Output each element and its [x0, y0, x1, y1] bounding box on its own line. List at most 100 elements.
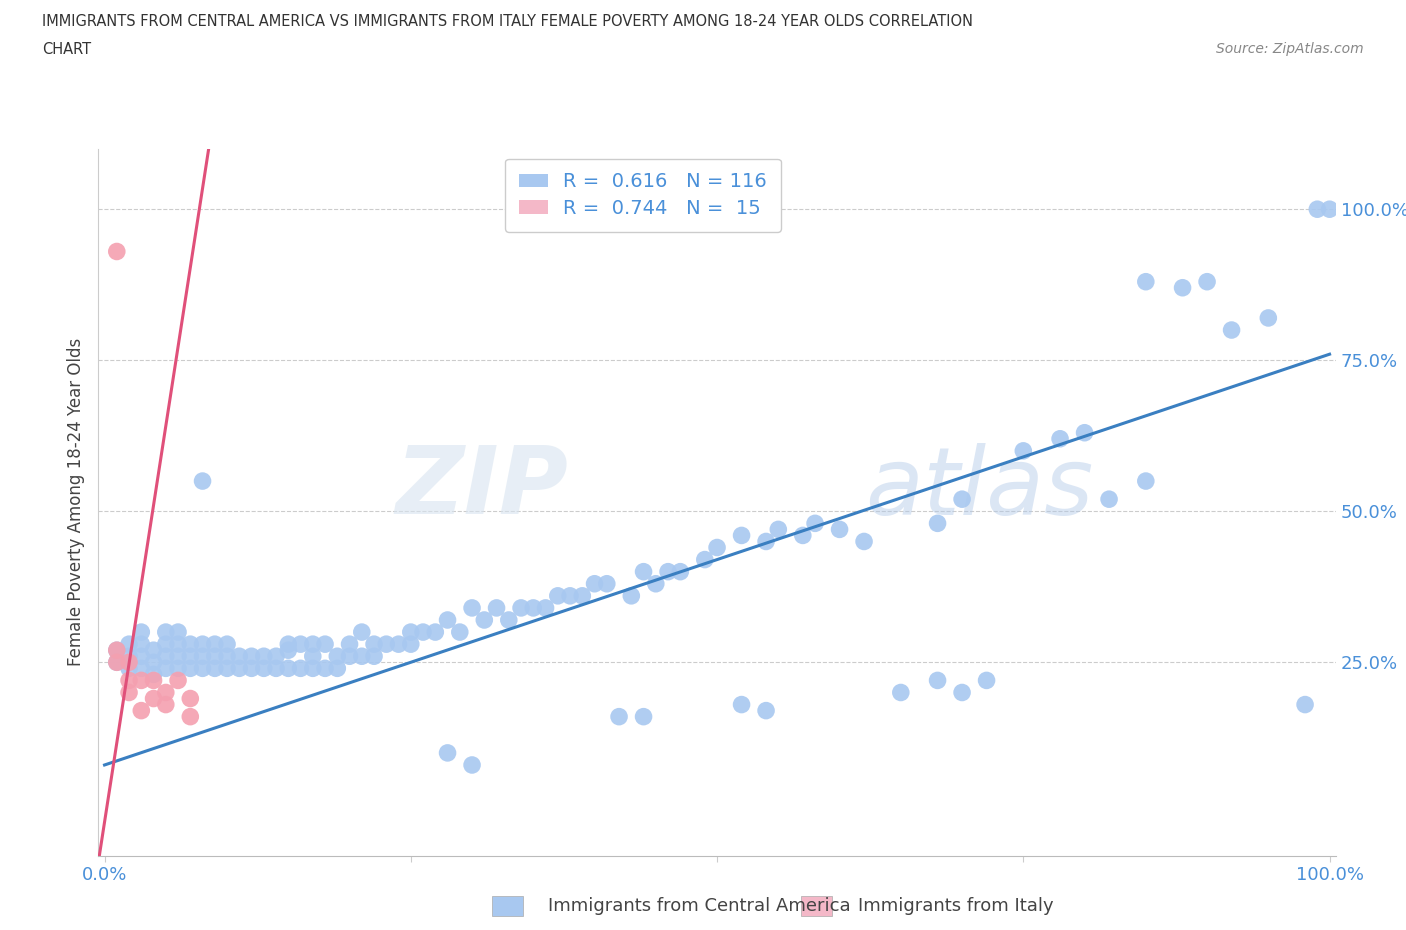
Point: [927, 673, 949, 688]
Point: [1294, 698, 1316, 712]
Point: [558, 589, 581, 604]
Point: [853, 534, 876, 549]
Point: [179, 710, 201, 724]
Point: [191, 473, 214, 488]
Point: [179, 691, 201, 706]
Point: [730, 528, 752, 543]
Point: [1306, 202, 1329, 217]
Point: [105, 655, 128, 670]
Point: [118, 661, 141, 676]
Point: [179, 661, 201, 676]
Point: [363, 637, 385, 652]
Point: [976, 673, 998, 688]
Point: [301, 661, 323, 676]
Point: [425, 625, 447, 640]
Point: [693, 552, 716, 567]
Point: [129, 703, 152, 718]
Point: [142, 655, 165, 670]
Point: [277, 643, 299, 658]
Point: [1073, 425, 1095, 440]
Point: [399, 625, 422, 640]
Point: [534, 601, 557, 616]
Point: [571, 589, 593, 604]
Point: [657, 565, 679, 579]
Point: [596, 577, 619, 591]
Point: [755, 703, 778, 718]
Point: [191, 649, 214, 664]
Point: [1135, 274, 1157, 289]
Point: [155, 661, 177, 676]
Point: [129, 649, 152, 664]
Point: [105, 655, 128, 670]
Point: [339, 649, 361, 664]
Point: [105, 643, 128, 658]
Point: [399, 637, 422, 652]
Point: [326, 661, 349, 676]
Point: [314, 637, 336, 652]
Point: [387, 637, 409, 652]
Text: Immigrants from Central America: Immigrants from Central America: [548, 897, 851, 915]
Point: [828, 522, 851, 537]
Point: [547, 589, 569, 604]
Point: [301, 649, 323, 664]
Point: [350, 649, 373, 664]
Text: Source: ZipAtlas.com: Source: ZipAtlas.com: [1216, 42, 1364, 56]
Point: [179, 649, 201, 664]
Point: [129, 673, 152, 688]
Point: [1257, 311, 1279, 325]
Point: [363, 649, 385, 664]
Point: [730, 698, 752, 712]
Point: [167, 649, 190, 664]
Point: [240, 661, 263, 676]
Point: [204, 637, 226, 652]
Point: [1171, 280, 1194, 295]
Point: [142, 673, 165, 688]
Point: [191, 661, 214, 676]
Point: [510, 601, 533, 616]
Point: [142, 667, 165, 682]
Point: [792, 528, 814, 543]
Point: [129, 637, 152, 652]
Point: [277, 661, 299, 676]
Point: [706, 540, 728, 555]
Point: [118, 673, 141, 688]
Point: [129, 625, 152, 640]
Point: [1012, 444, 1035, 458]
Point: [350, 625, 373, 640]
Point: [669, 565, 692, 579]
Point: [1049, 432, 1071, 446]
Point: [607, 710, 630, 724]
Point: [264, 661, 287, 676]
Point: [155, 649, 177, 664]
Point: [1197, 274, 1219, 289]
Point: [142, 643, 165, 658]
Point: [890, 685, 912, 700]
Point: [412, 625, 434, 640]
Point: [179, 637, 201, 652]
Point: [204, 649, 226, 664]
Point: [290, 661, 312, 676]
Point: [240, 649, 263, 664]
Point: [461, 758, 484, 773]
Point: [253, 649, 276, 664]
Point: [1220, 323, 1243, 338]
Point: [155, 685, 177, 700]
Point: [191, 637, 214, 652]
Point: [522, 601, 544, 616]
Point: [633, 710, 655, 724]
Point: [339, 637, 361, 652]
Point: [142, 691, 165, 706]
Point: [620, 589, 643, 604]
Point: [326, 649, 349, 664]
Point: [105, 244, 128, 259]
Point: [375, 637, 398, 652]
Point: [768, 522, 790, 537]
Y-axis label: Female Poverty Among 18-24 Year Olds: Female Poverty Among 18-24 Year Olds: [66, 339, 84, 666]
Point: [155, 625, 177, 640]
Point: [118, 649, 141, 664]
Point: [215, 637, 238, 652]
Point: [1135, 473, 1157, 488]
Point: [118, 637, 141, 652]
Point: [436, 746, 458, 761]
Point: [290, 637, 312, 652]
